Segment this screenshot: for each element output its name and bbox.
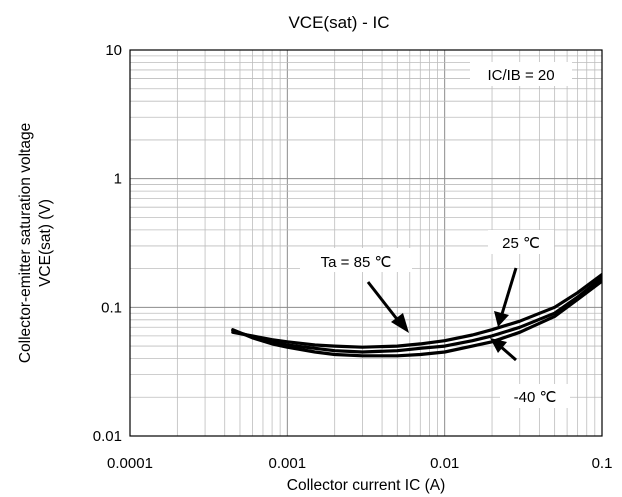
tm40-arrow-line xyxy=(500,346,516,360)
t25-label: 25 ℃ xyxy=(502,235,540,252)
t85-label: Ta = 85 ℃ xyxy=(321,254,392,271)
x-tick-label: 0.1 xyxy=(592,455,613,472)
x-tick-label: 0.01 xyxy=(430,455,459,472)
t85-arrow-line xyxy=(368,282,400,323)
x-tick-label: 0.001 xyxy=(269,455,307,472)
y-axis-label-line2: VCE(sat) (V) xyxy=(37,199,54,287)
y-tick-label: 0.1 xyxy=(101,299,122,316)
x-tick-label: 0.0001 xyxy=(107,455,153,472)
x-axis-label: Collector current IC (A) xyxy=(287,477,445,494)
series-line-2 xyxy=(233,275,602,348)
y-tick-label: 0.01 xyxy=(93,428,122,445)
x-tick-labels: 0.0001 0.001 0.01 0.1 xyxy=(107,455,612,472)
plot-curves xyxy=(233,275,602,356)
y-tick-label: 1 xyxy=(114,171,122,188)
condition-label: IC/IB = 20 xyxy=(487,67,554,84)
y-tick-labels: 0.01 0.1 1 10 xyxy=(93,42,122,445)
y-tick-label: 10 xyxy=(105,42,122,59)
y-axis-label-line1: Collector-emitter saturation voltage xyxy=(17,123,34,363)
chart-title: VCE(sat) - IC xyxy=(288,13,389,32)
tm40-label: -40 ℃ xyxy=(514,389,557,406)
